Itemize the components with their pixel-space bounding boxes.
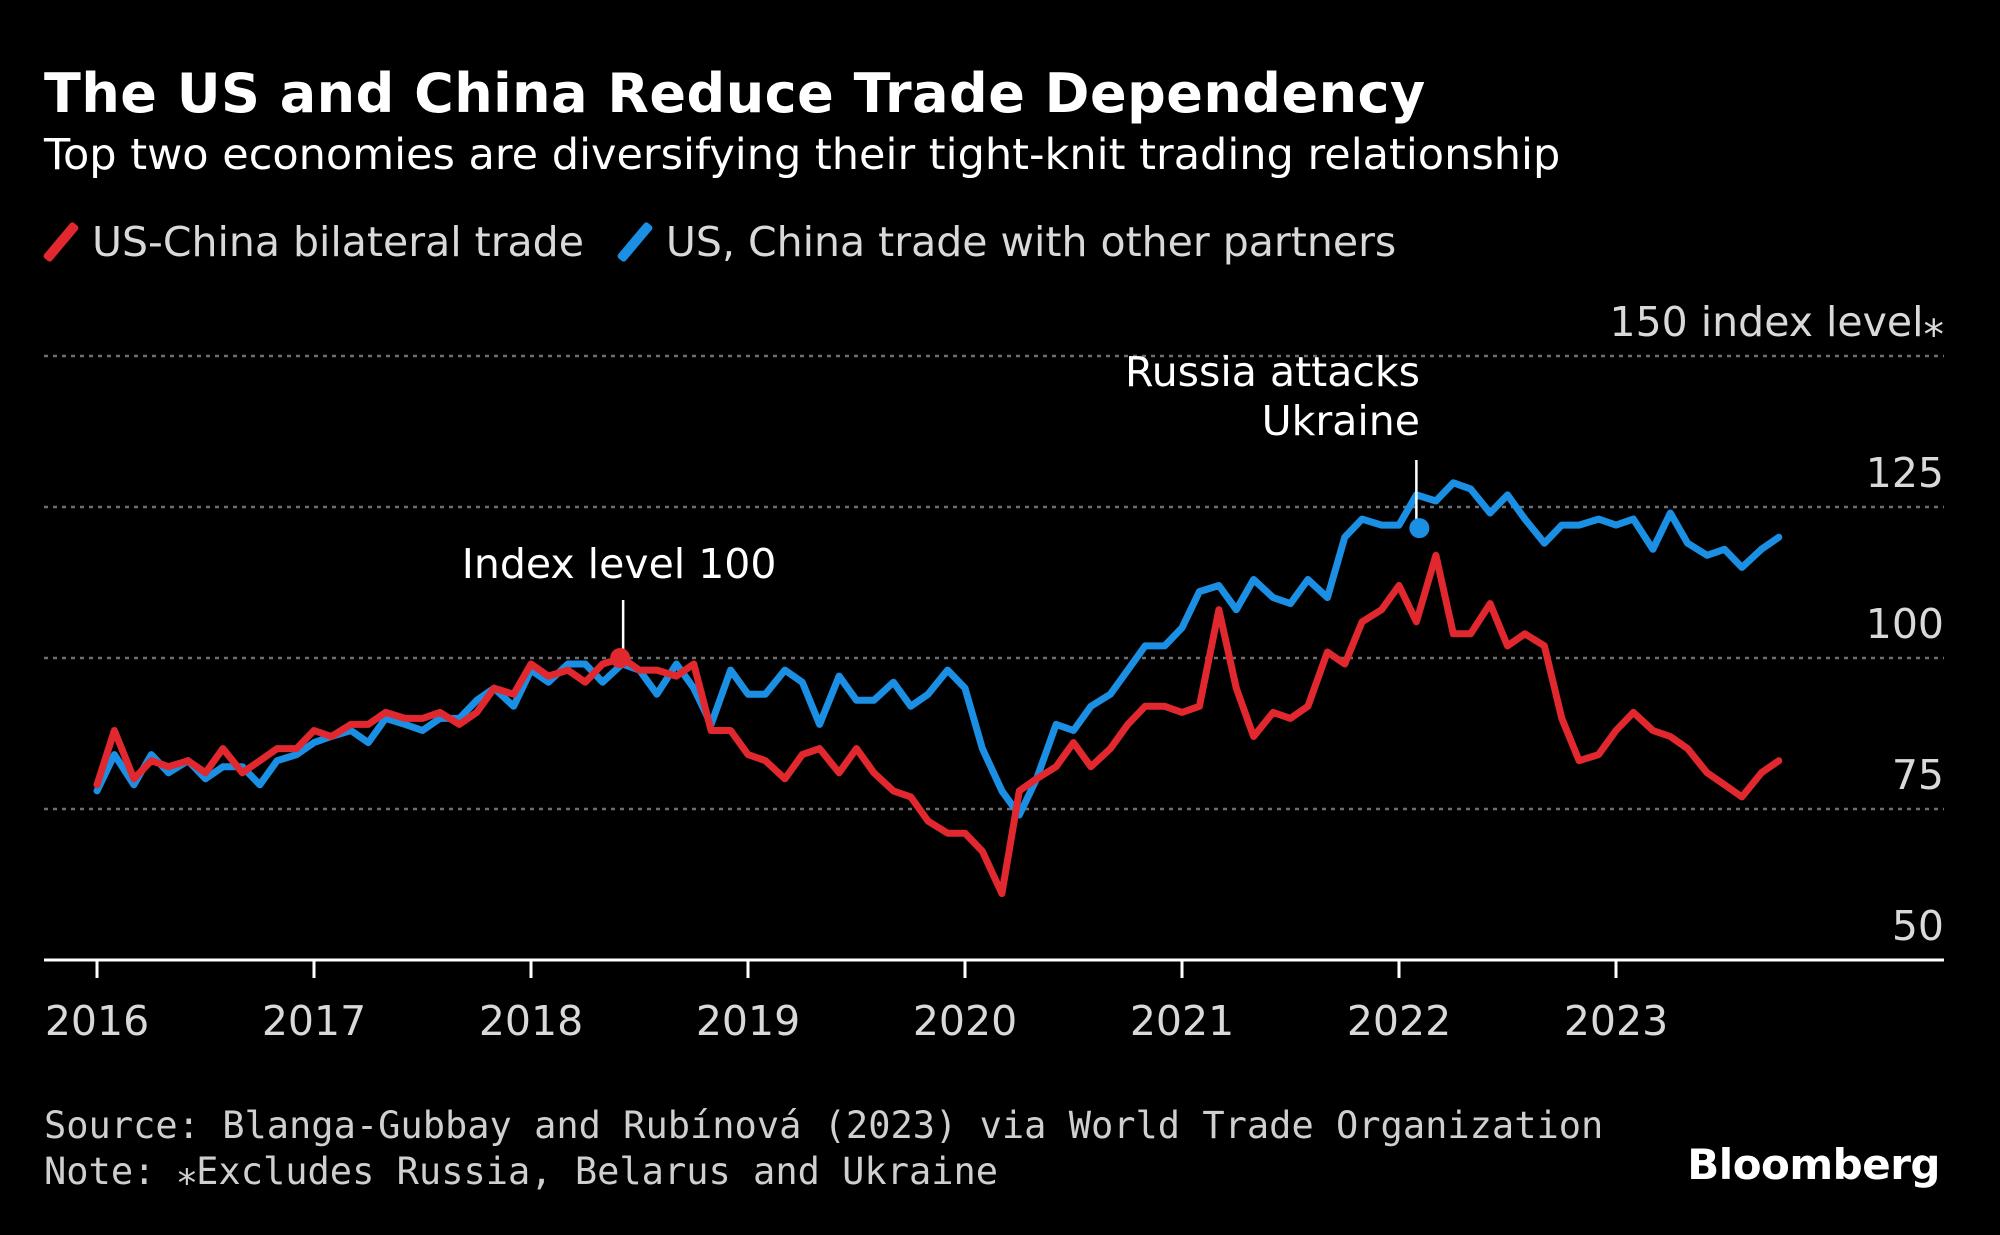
y-tick-label-150: 150 index level⁎ [1610,298,1945,346]
annotation-label-russia: Russia attacks Ukraine [1125,348,1420,445]
exclusion-note: Note: ⁎Excludes Russia, Belarus and Ukra… [44,1150,999,1193]
annotation-label-index-level: Index level 100 [462,540,777,588]
series-line-other-partners [93,479,1783,819]
x-tick-label-2019: 2019 [696,997,800,1045]
y-tick-label-75: 75 [1892,751,1944,799]
y-tick-label-100: 100 [1866,600,1944,648]
y-tick-label-50: 50 [1892,902,1944,950]
footer-notes: Source: Blanga-Gubbay and Rubínová (2023… [44,1103,1603,1195]
chart-title: The US and China Reduce Trade Dependency [44,62,1426,125]
series-lines [93,479,1783,898]
y-axis: 50 75 100 125 150 index level⁎ [1610,298,1945,950]
legend-label-other-partners: US, China trade with other partners [665,218,1397,266]
gridlines [44,354,1944,811]
legend-item-other-partners: US, China trade with other partners [616,218,1397,266]
legend-item-us-china: US-China bilateral trade [42,218,584,266]
x-tick-label-2017: 2017 [262,997,366,1045]
annotation-marker-index-level [610,648,631,668]
annotation-marker-russia [1409,518,1430,539]
chart-legend: US-China bilateral trade US, China trade… [42,218,1430,266]
annotations: Index level 100 Russia attacks Ukraine [462,348,1430,668]
x-tick-label-2021: 2021 [1130,997,1234,1045]
x-axis: 2016 2017 2018 2019 2020 2021 2022 2023 [44,958,1944,1045]
source-note: Source: Blanga-Gubbay and Rubínová (2023… [44,1104,1604,1147]
x-tick-label-2016: 2016 [45,997,149,1045]
y-tick-label-125: 125 [1866,449,1944,497]
x-tick-label-2020: 2020 [913,997,1017,1045]
legend-label-us-china: US-China bilateral trade [92,218,584,266]
x-tick-label-2018: 2018 [479,997,583,1045]
chart-subtitle: Top two economies are diversifying their… [44,130,1561,180]
x-tick-label-2022: 2022 [1347,997,1451,1045]
bloomberg-logo: Bloomberg [1687,1140,1940,1189]
series-line-us-china [93,551,1783,898]
x-tick-label-2023: 2023 [1564,997,1668,1045]
